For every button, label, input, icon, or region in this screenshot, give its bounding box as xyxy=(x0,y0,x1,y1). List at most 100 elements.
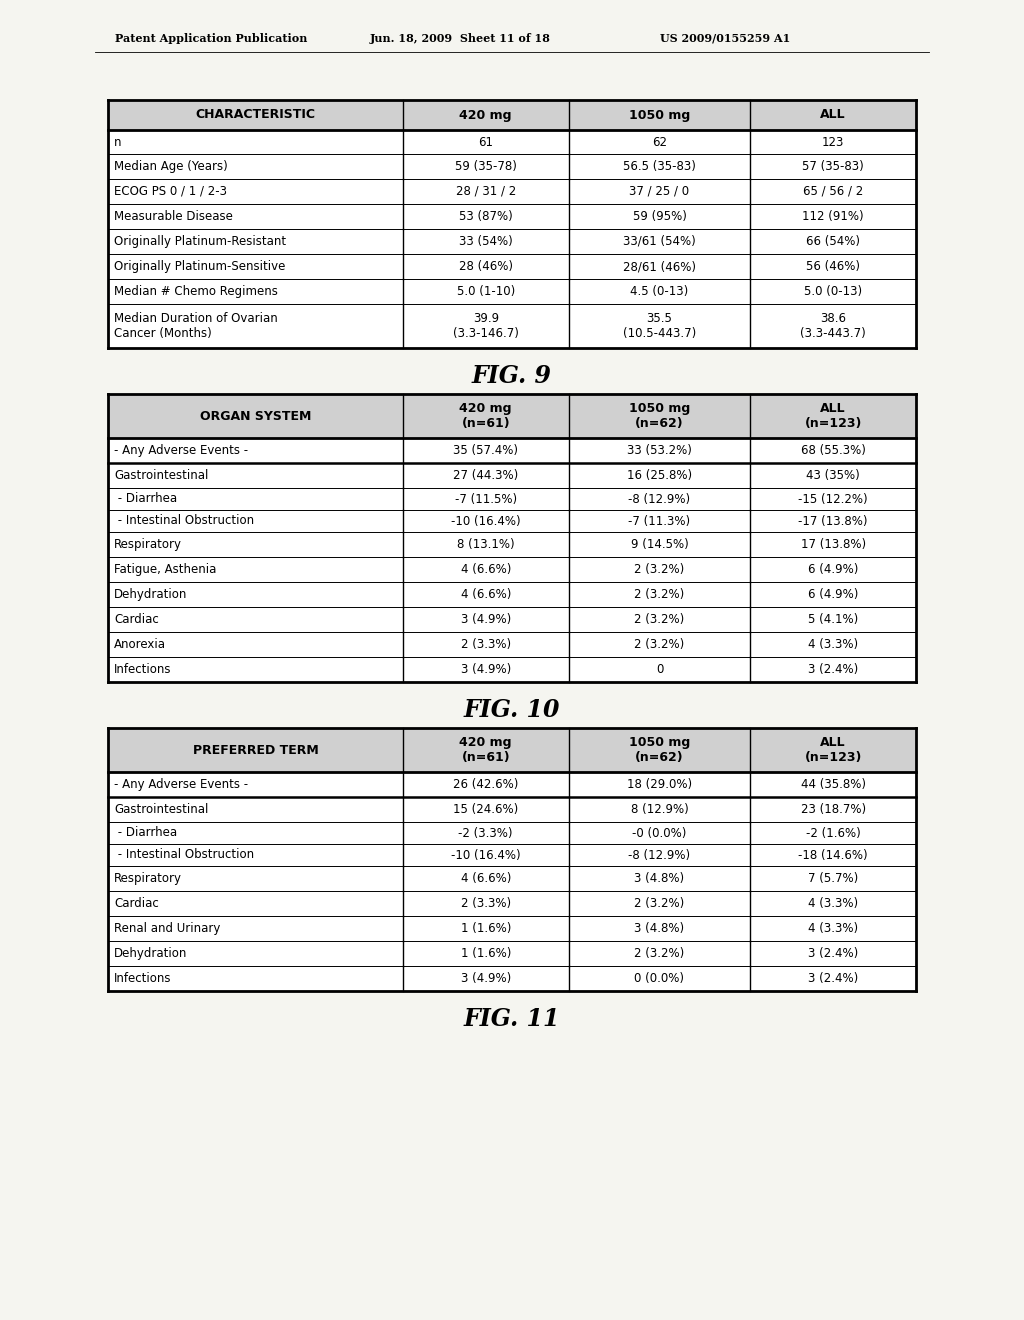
Text: 2 (3.2%): 2 (3.2%) xyxy=(634,898,685,909)
Text: -8 (12.9%): -8 (12.9%) xyxy=(629,492,690,506)
Text: - Diarrhea: - Diarrhea xyxy=(114,826,177,840)
Text: 37 / 25 / 0: 37 / 25 / 0 xyxy=(630,185,689,198)
Text: - Intestinal Obstruction: - Intestinal Obstruction xyxy=(114,849,254,862)
Text: - Any Adverse Events -: - Any Adverse Events - xyxy=(114,777,248,791)
Text: 5.0 (1-10): 5.0 (1-10) xyxy=(457,285,515,298)
Text: 23 (18.7%): 23 (18.7%) xyxy=(801,803,865,816)
Text: 5 (4.1%): 5 (4.1%) xyxy=(808,612,858,626)
Text: 3 (4.9%): 3 (4.9%) xyxy=(461,972,511,985)
Text: -10 (16.4%): -10 (16.4%) xyxy=(451,849,520,862)
Text: -2 (1.6%): -2 (1.6%) xyxy=(806,826,860,840)
Text: 1050 mg
(n=62): 1050 mg (n=62) xyxy=(629,403,690,430)
Text: 28 / 31 / 2: 28 / 31 / 2 xyxy=(456,185,516,198)
Text: 112 (91%): 112 (91%) xyxy=(803,210,864,223)
Text: 4 (3.3%): 4 (3.3%) xyxy=(808,898,858,909)
Text: 6 (4.9%): 6 (4.9%) xyxy=(808,564,858,576)
Text: -7 (11.3%): -7 (11.3%) xyxy=(629,515,690,528)
Text: Anorexia: Anorexia xyxy=(114,638,166,651)
Text: 4 (6.6%): 4 (6.6%) xyxy=(461,587,511,601)
Text: 18 (29.0%): 18 (29.0%) xyxy=(627,777,692,791)
Bar xyxy=(108,100,916,129)
Text: -7 (11.5%): -7 (11.5%) xyxy=(455,492,517,506)
Text: 1 (1.6%): 1 (1.6%) xyxy=(461,946,511,960)
Text: 56.5 (35-83): 56.5 (35-83) xyxy=(623,160,696,173)
Text: 33 (53.2%): 33 (53.2%) xyxy=(627,444,692,457)
Text: 61: 61 xyxy=(478,136,494,149)
Text: 5.0 (0-13): 5.0 (0-13) xyxy=(804,285,862,298)
Bar xyxy=(108,393,916,438)
Text: 65 / 56 / 2: 65 / 56 / 2 xyxy=(803,185,863,198)
Bar xyxy=(108,393,916,682)
Text: US 2009/0155259 A1: US 2009/0155259 A1 xyxy=(660,33,791,44)
Text: Originally Platinum-Resistant: Originally Platinum-Resistant xyxy=(114,235,286,248)
Text: 6 (4.9%): 6 (4.9%) xyxy=(808,587,858,601)
Text: -15 (12.2%): -15 (12.2%) xyxy=(799,492,868,506)
Text: 3 (2.4%): 3 (2.4%) xyxy=(808,972,858,985)
Text: 44 (35.8%): 44 (35.8%) xyxy=(801,777,865,791)
Text: Patent Application Publication: Patent Application Publication xyxy=(115,33,307,44)
Text: Cardiac: Cardiac xyxy=(114,898,159,909)
Text: 35 (57.4%): 35 (57.4%) xyxy=(454,444,518,457)
Text: Infections: Infections xyxy=(114,663,171,676)
Text: FIG. 11: FIG. 11 xyxy=(464,1007,560,1031)
Text: 59 (95%): 59 (95%) xyxy=(633,210,686,223)
Text: 2 (3.2%): 2 (3.2%) xyxy=(634,946,685,960)
Text: 2 (3.3%): 2 (3.3%) xyxy=(461,898,511,909)
Text: 15 (24.6%): 15 (24.6%) xyxy=(453,803,518,816)
Text: -2 (3.3%): -2 (3.3%) xyxy=(459,826,513,840)
Text: 123: 123 xyxy=(822,136,845,149)
Bar xyxy=(108,100,916,348)
Text: Cardiac: Cardiac xyxy=(114,612,159,626)
Text: 2 (3.2%): 2 (3.2%) xyxy=(634,612,685,626)
Text: 39.9
(3.3-146.7): 39.9 (3.3-146.7) xyxy=(453,312,519,341)
Text: 17 (13.8%): 17 (13.8%) xyxy=(801,539,865,550)
Text: 57 (35-83): 57 (35-83) xyxy=(803,160,864,173)
Text: 2 (3.2%): 2 (3.2%) xyxy=(634,587,685,601)
Text: 28 (46%): 28 (46%) xyxy=(459,260,513,273)
Text: ALL: ALL xyxy=(820,108,846,121)
Text: 8 (13.1%): 8 (13.1%) xyxy=(457,539,514,550)
Text: Median Duration of Ovarian
Cancer (Months): Median Duration of Ovarian Cancer (Month… xyxy=(114,312,278,341)
Text: Gastrointestinal: Gastrointestinal xyxy=(114,803,208,816)
Text: ORGAN SYSTEM: ORGAN SYSTEM xyxy=(200,409,311,422)
Text: Gastrointestinal: Gastrointestinal xyxy=(114,469,208,482)
Text: 420 mg
(n=61): 420 mg (n=61) xyxy=(460,403,512,430)
Text: ALL
(n=123): ALL (n=123) xyxy=(805,737,862,764)
Text: 420 mg
(n=61): 420 mg (n=61) xyxy=(460,737,512,764)
Bar xyxy=(108,729,916,991)
Text: 420 mg: 420 mg xyxy=(460,108,512,121)
Text: 1050 mg
(n=62): 1050 mg (n=62) xyxy=(629,737,690,764)
Text: Originally Platinum-Sensitive: Originally Platinum-Sensitive xyxy=(114,260,286,273)
Text: Fatigue, Asthenia: Fatigue, Asthenia xyxy=(114,564,216,576)
Text: 27 (44.3%): 27 (44.3%) xyxy=(453,469,518,482)
Text: 4 (6.6%): 4 (6.6%) xyxy=(461,873,511,884)
Text: ECOG PS 0 / 1 / 2-3: ECOG PS 0 / 1 / 2-3 xyxy=(114,185,227,198)
Text: 33 (54%): 33 (54%) xyxy=(459,235,513,248)
Text: 35.5
(10.5-443.7): 35.5 (10.5-443.7) xyxy=(623,312,696,341)
Text: -8 (12.9%): -8 (12.9%) xyxy=(629,849,690,862)
Text: - Intestinal Obstruction: - Intestinal Obstruction xyxy=(114,515,254,528)
Bar xyxy=(108,729,916,772)
Text: 16 (25.8%): 16 (25.8%) xyxy=(627,469,692,482)
Text: 66 (54%): 66 (54%) xyxy=(806,235,860,248)
Text: 33/61 (54%): 33/61 (54%) xyxy=(623,235,696,248)
Text: 59 (35-78): 59 (35-78) xyxy=(455,160,517,173)
Text: 4 (3.3%): 4 (3.3%) xyxy=(808,638,858,651)
Text: 1050 mg: 1050 mg xyxy=(629,108,690,121)
Text: n: n xyxy=(114,136,122,149)
Text: 28/61 (46%): 28/61 (46%) xyxy=(623,260,696,273)
Text: 3 (2.4%): 3 (2.4%) xyxy=(808,663,858,676)
Text: 7 (5.7%): 7 (5.7%) xyxy=(808,873,858,884)
Text: 3 (2.4%): 3 (2.4%) xyxy=(808,946,858,960)
Text: Median # Chemo Regimens: Median # Chemo Regimens xyxy=(114,285,278,298)
Text: 4.5 (0-13): 4.5 (0-13) xyxy=(631,285,688,298)
Text: 68 (55.3%): 68 (55.3%) xyxy=(801,444,865,457)
Text: PREFERRED TERM: PREFERRED TERM xyxy=(193,743,318,756)
Text: 53 (87%): 53 (87%) xyxy=(459,210,513,223)
Text: 26 (42.6%): 26 (42.6%) xyxy=(453,777,518,791)
Text: Dehydration: Dehydration xyxy=(114,587,187,601)
Text: 0 (0.0%): 0 (0.0%) xyxy=(635,972,684,985)
Text: 38.6
(3.3-443.7): 38.6 (3.3-443.7) xyxy=(801,312,866,341)
Text: -0 (0.0%): -0 (0.0%) xyxy=(632,826,687,840)
Text: Jun. 18, 2009  Sheet 11 of 18: Jun. 18, 2009 Sheet 11 of 18 xyxy=(370,33,551,44)
